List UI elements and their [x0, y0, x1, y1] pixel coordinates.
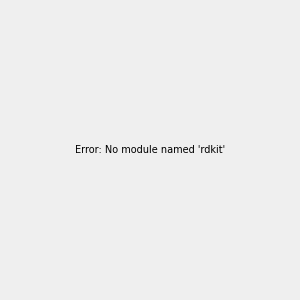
Text: Error: No module named 'rdkit': Error: No module named 'rdkit': [75, 145, 225, 155]
